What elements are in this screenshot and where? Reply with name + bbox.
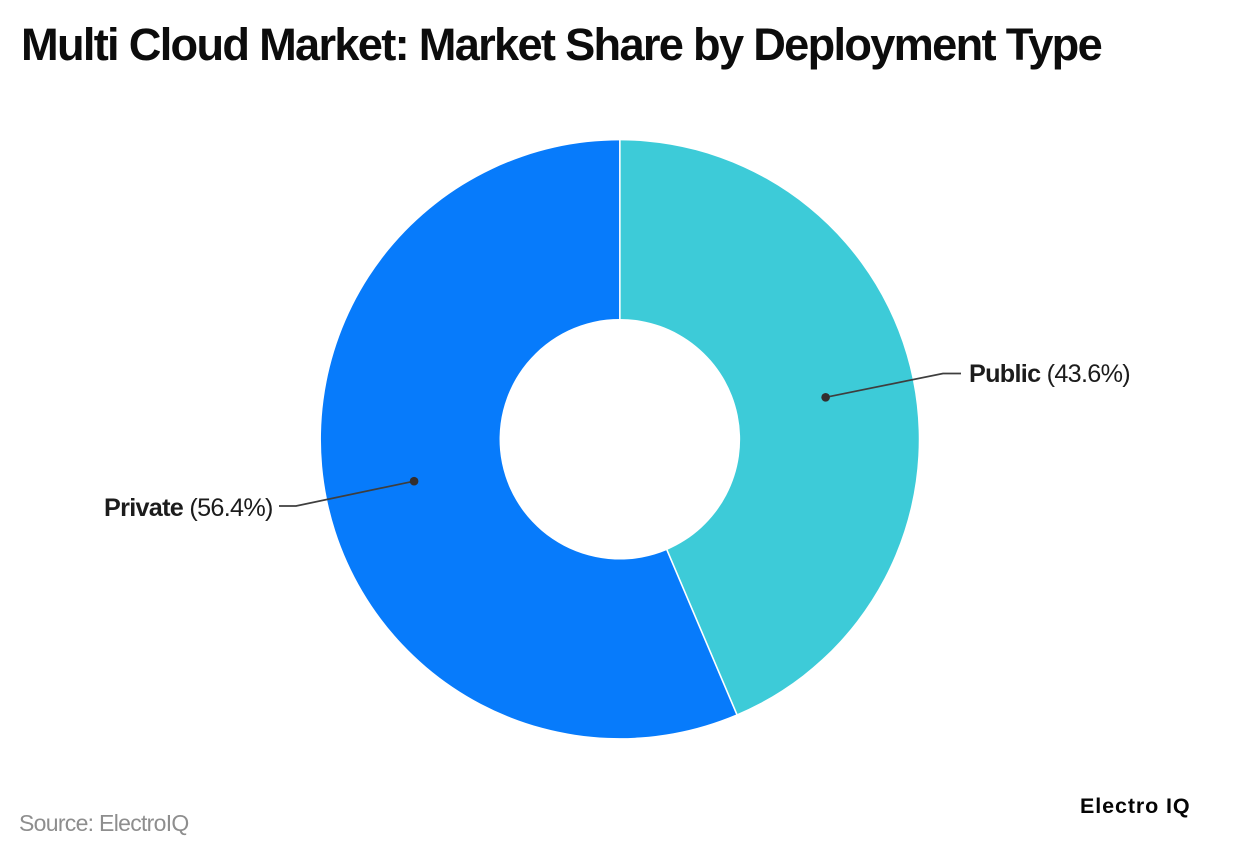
svg-text:Source: ElectroIQ: Source: ElectroIQ [19,810,189,836]
svg-text:Multi Cloud Market: Market Sha: Multi Cloud Market: Market Share by Depl… [21,19,1102,70]
svg-text:Electro IQ: Electro IQ [1080,794,1191,818]
svg-text:Private (56.4%): Private (56.4%) [104,494,273,522]
svg-text:Public (43.6%): Public (43.6%) [969,360,1130,388]
